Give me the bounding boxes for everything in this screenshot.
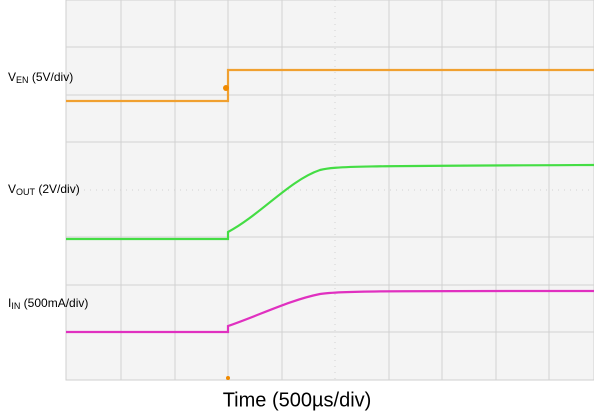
label-part: OUT — [16, 187, 36, 197]
label-part: (500mA/div) — [20, 296, 88, 310]
label-part: V — [8, 182, 16, 196]
trace-out — [66, 163, 594, 241]
label-part: IN — [11, 301, 20, 311]
label-part: I — [8, 296, 11, 310]
trace-labels: VEN (5V/div)VOUT (2V/div)IIN (500mA/div) — [8, 70, 88, 311]
trace-en — [66, 68, 594, 103]
grid — [66, 0, 594, 380]
label-part: (2V/div) — [35, 182, 80, 196]
label-part: EN — [16, 75, 29, 85]
trace-in — [66, 289, 594, 334]
x-axis-label: Time (500µs/div) — [223, 389, 372, 411]
trace-label: VEN (5V/div) — [8, 70, 73, 85]
trigger-marker — [223, 85, 229, 91]
label-part: V — [8, 70, 16, 84]
label-part: (5V/div) — [29, 70, 74, 84]
trigger-marker — [226, 376, 230, 380]
trace-label: VOUT (2V/div) — [8, 182, 80, 197]
trace-label: IIN (500mA/div) — [8, 296, 88, 311]
